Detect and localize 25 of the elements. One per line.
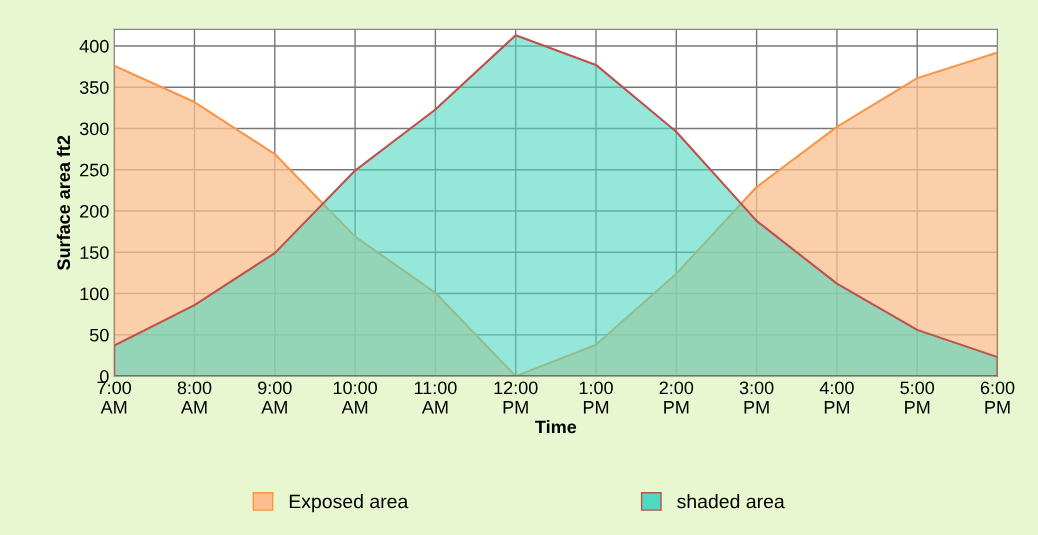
legend-label: Exposed area	[289, 494, 409, 513]
x-tick-label: 3:00 PM	[739, 381, 774, 414]
x-tick-label: 1:00 PM	[579, 381, 613, 414]
x-tick-label: 10:00 AM	[333, 381, 377, 414]
x-tick-label: 2:00 PM	[659, 381, 694, 414]
y-tick-label: 200	[80, 204, 109, 218]
x-tick-label: 8:00 AM	[177, 381, 212, 414]
legend-label: shaded area	[677, 494, 785, 509]
x-tick-label: 11:00 AM	[414, 381, 457, 414]
y-tick-label: 0	[99, 370, 109, 383]
y-tick-label: 400	[79, 39, 109, 53]
y-axis-title: Surface area ft2	[56, 135, 71, 270]
y-tick-label: 50	[89, 328, 109, 342]
x-axis-title: Time	[535, 420, 577, 434]
y-tick-label: 100	[80, 287, 109, 301]
x-tick-label: 5:00 PM	[900, 381, 935, 414]
x-tick-label: 12:00 PM	[494, 381, 538, 414]
y-tick-label: 150	[80, 246, 109, 260]
y-tick-label: 300	[79, 122, 109, 136]
x-tick-label: 7:00 AM	[97, 381, 132, 414]
y-tick-label: 350	[79, 81, 109, 94]
x-tick-label: 9:00 AM	[258, 381, 292, 414]
x-tick-label: 6:00 PM	[980, 381, 1015, 414]
y-tick-label: 250	[80, 163, 109, 177]
x-tick-label: 4:00 PM	[819, 381, 854, 414]
